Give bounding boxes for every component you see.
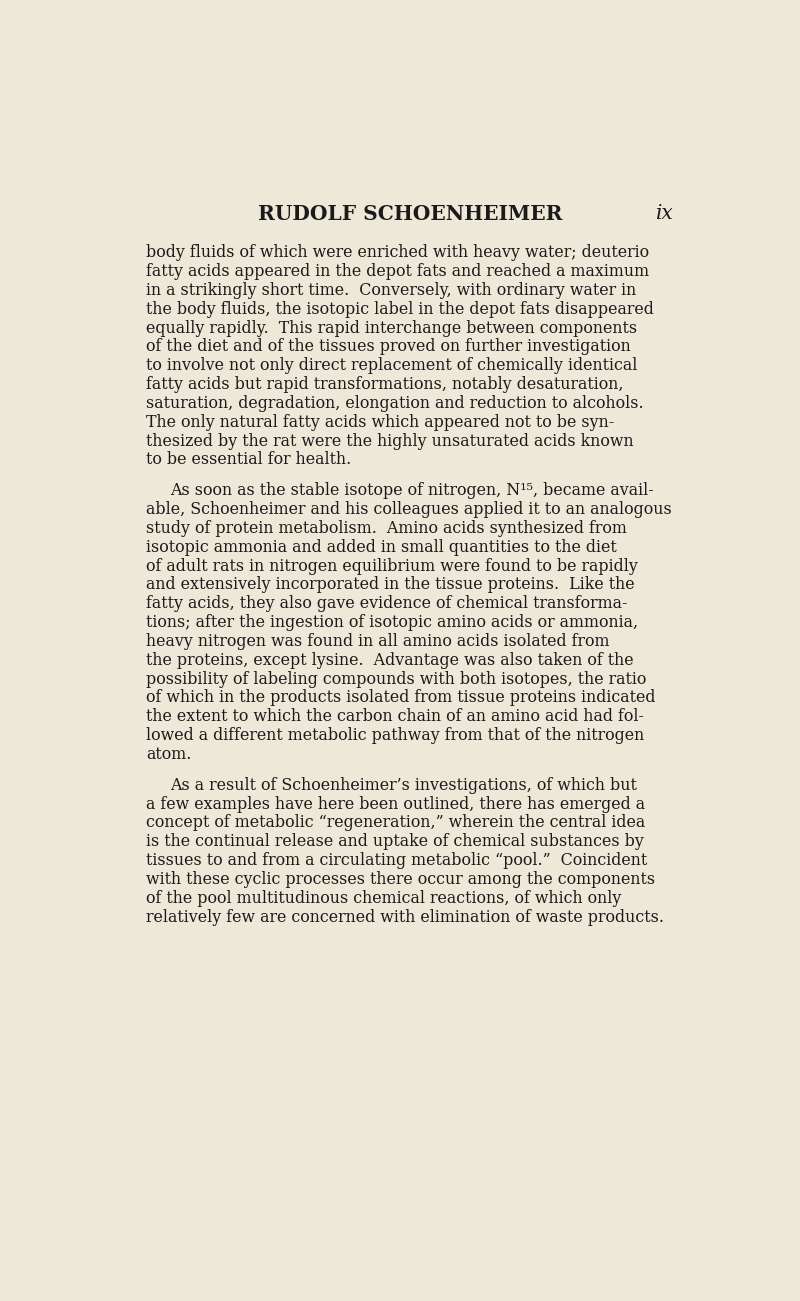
Text: of which in the products isolated from tissue proteins indicated: of which in the products isolated from t… bbox=[146, 690, 656, 706]
Text: study of protein metabolism.  Amino acids synthesized from: study of protein metabolism. Amino acids… bbox=[146, 520, 627, 537]
Text: As a result of Schoenheimer’s investigations, of which but: As a result of Schoenheimer’s investigat… bbox=[170, 777, 637, 794]
Text: thesized by the rat were the highly unsaturated acids known: thesized by the rat were the highly unsa… bbox=[146, 433, 634, 450]
Text: of the pool multitudinous chemical reactions, of which only: of the pool multitudinous chemical react… bbox=[146, 890, 622, 907]
Text: tissues to and from a circulating metabolic “pool.”  Coincident: tissues to and from a circulating metabo… bbox=[146, 852, 648, 869]
Text: is the continual release and uptake of chemical substances by: is the continual release and uptake of c… bbox=[146, 834, 644, 851]
Text: fatty acids but rapid transformations, notably desaturation,: fatty acids but rapid transformations, n… bbox=[146, 376, 624, 393]
Text: to involve not only direct replacement of chemically identical: to involve not only direct replacement o… bbox=[146, 358, 638, 375]
Text: the proteins, except lysine.  Advantage was also taken of the: the proteins, except lysine. Advantage w… bbox=[146, 652, 634, 669]
Text: the body fluids, the isotopic label in the depot fats disappeared: the body fluids, the isotopic label in t… bbox=[146, 301, 654, 317]
Text: atom.: atom. bbox=[146, 745, 192, 762]
Text: with these cyclic processes there occur among the components: with these cyclic processes there occur … bbox=[146, 870, 656, 889]
Text: The only natural fatty acids which appeared not to be syn-: The only natural fatty acids which appea… bbox=[146, 414, 614, 431]
Text: lowed a different metabolic pathway from that of the nitrogen: lowed a different metabolic pathway from… bbox=[146, 727, 645, 744]
Text: of adult rats in nitrogen equilibrium were found to be rapidly: of adult rats in nitrogen equilibrium we… bbox=[146, 558, 638, 575]
Text: tions; after the ingestion of isotopic amino acids or ammonia,: tions; after the ingestion of isotopic a… bbox=[146, 614, 638, 631]
Text: the extent to which the carbon chain of an amino acid had fol-: the extent to which the carbon chain of … bbox=[146, 708, 645, 725]
Text: able, Schoenheimer and his colleagues applied it to an analogous: able, Schoenheimer and his colleagues ap… bbox=[146, 501, 672, 518]
Text: ix: ix bbox=[656, 204, 674, 224]
Text: possibility of labeling compounds with both isotopes, the ratio: possibility of labeling compounds with b… bbox=[146, 670, 647, 688]
Text: saturation, degradation, elongation and reduction to alcohols.: saturation, degradation, elongation and … bbox=[146, 396, 644, 412]
Text: isotopic ammonia and added in small quantities to the diet: isotopic ammonia and added in small quan… bbox=[146, 539, 618, 556]
Text: to be essential for health.: to be essential for health. bbox=[146, 451, 352, 468]
Text: concept of metabolic “regeneration,” wherein the central idea: concept of metabolic “regeneration,” whe… bbox=[146, 814, 646, 831]
Text: As soon as the stable isotope of nitrogen, N¹⁵, became avail-: As soon as the stable isotope of nitroge… bbox=[170, 483, 654, 500]
Text: of the diet and of the tissues proved on further investigation: of the diet and of the tissues proved on… bbox=[146, 338, 631, 355]
Text: fatty acids appeared in the depot fats and reached a maximum: fatty acids appeared in the depot fats a… bbox=[146, 263, 650, 280]
Text: a few examples have here been outlined, there has emerged a: a few examples have here been outlined, … bbox=[146, 796, 646, 813]
Text: and extensively incorporated in the tissue proteins.  Like the: and extensively incorporated in the tiss… bbox=[146, 576, 635, 593]
Text: equally rapidly.  This rapid interchange between components: equally rapidly. This rapid interchange … bbox=[146, 320, 638, 337]
Text: heavy nitrogen was found in all amino acids isolated from: heavy nitrogen was found in all amino ac… bbox=[146, 634, 610, 650]
Text: relatively few are concerned with elimination of waste products.: relatively few are concerned with elimin… bbox=[146, 908, 665, 925]
Text: RUDOLF SCHOENHEIMER: RUDOLF SCHOENHEIMER bbox=[258, 204, 562, 224]
Text: body fluids of which were enriched with heavy water; deuterio: body fluids of which were enriched with … bbox=[146, 245, 650, 262]
Text: in a strikingly short time.  Conversely, with ordinary water in: in a strikingly short time. Conversely, … bbox=[146, 282, 637, 299]
Text: fatty acids, they also gave evidence of chemical transforma-: fatty acids, they also gave evidence of … bbox=[146, 596, 628, 613]
